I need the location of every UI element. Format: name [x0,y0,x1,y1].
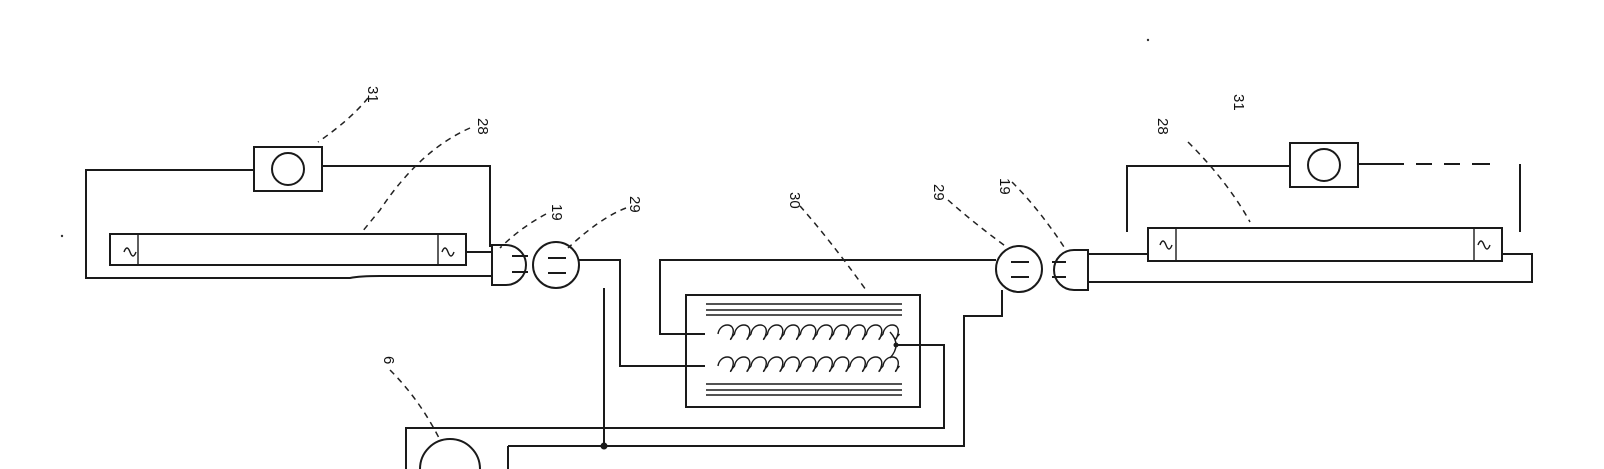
wire-junction-dot [893,342,899,348]
left-lamp-assembly [85,146,492,279]
left-tube-filament-icon [123,247,137,257]
reference-numerals: 31 28 19 29 30 29 19 31 28 6 [364,86,1247,364]
right-tube-filament-icon [1159,240,1173,250]
left-starter-box [253,146,323,192]
ref-socket-left: 29 [626,196,643,213]
ref-starter-left: 31 [364,86,381,103]
ref-plug-left: 19 [548,204,565,221]
heater-housing [685,294,921,408]
right-fluorescent-tube [1147,227,1503,262]
heater-bottom-lines [706,383,902,396]
right-tube-filament-icon [1477,240,1491,250]
heater-coil-bottom [717,356,901,373]
interconnect-wiring [405,259,1003,469]
ref-lamp-left: 28 [474,118,491,135]
right-plug [1052,249,1089,291]
ref-heater: 30 [786,192,803,209]
right-starter-box [1289,142,1359,188]
ref-bottom-device: 6 [380,356,397,364]
right-socket [995,245,1043,293]
right-starter-loop-wire [1126,163,1521,232]
ref-plug-right: 19 [996,178,1013,195]
ref-starter-right: 31 [1230,94,1247,111]
left-tube-filament-icon [441,247,455,257]
heater-assembly [685,294,921,408]
left-starter-loop-wire [85,165,491,247]
ref-lamp-right: 28 [1154,118,1171,135]
bottom-device [419,438,481,469]
heater-coil-top [717,324,901,341]
left-return-wire [85,247,492,279]
leader-lines [317,97,1251,441]
heater-top-lines [706,303,902,316]
left-starter-lamp-icon [271,152,305,186]
left-plug [491,244,528,286]
wire-junction-dot [600,442,608,450]
left-socket [532,241,580,289]
scan-speck [1146,38,1150,42]
right-starter-lamp-icon [1307,148,1341,182]
right-return-wire [1088,253,1533,283]
scan-speck [60,234,64,238]
ref-socket-right: 29 [930,184,947,201]
right-lamp-assembly [1088,142,1533,283]
left-fluorescent-tube [109,233,467,266]
